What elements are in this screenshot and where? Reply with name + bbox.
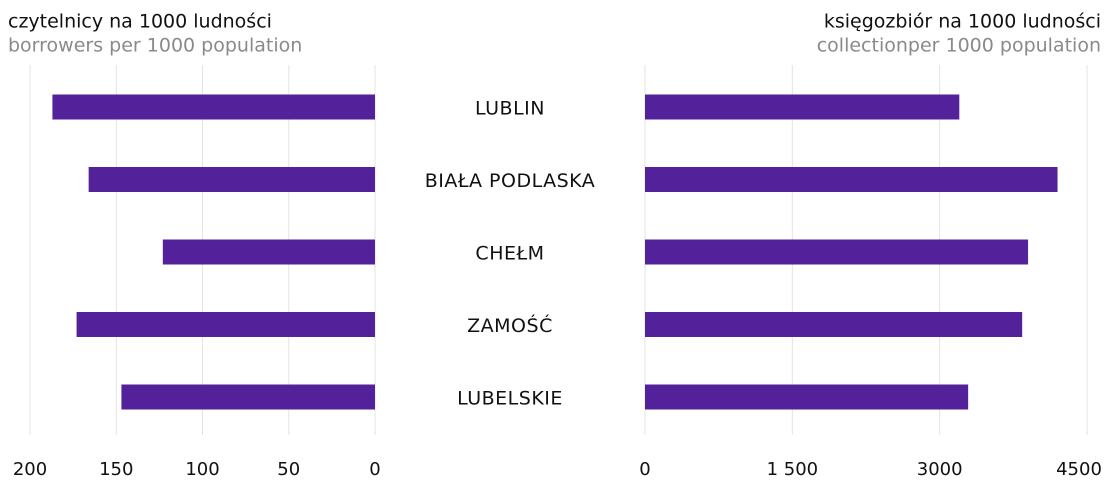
x-tick-label: 3000 [917,459,963,480]
x-tick-label: 0 [369,459,380,480]
x-tick-label: 200 [13,459,47,480]
category-label: LUBELSKIE [457,388,563,410]
category-label: ZAMOŚĆ [467,313,553,337]
bar [162,239,375,265]
x-tick-label: 0 [639,459,650,480]
bar [88,167,376,192]
left-subtitle: borrowers per 1000 population [8,35,302,57]
x-tick-label: 4500 [1056,459,1102,480]
x-tick-label: 1 500 [767,459,819,480]
bar [645,167,1058,192]
bar [645,312,1023,337]
right-subtitle: collectionper 1000 population [817,35,1101,57]
category-label: CHEŁM [475,243,544,265]
category-label: LUBLIN [475,98,545,120]
bar [52,94,376,120]
x-tick-label: 150 [99,459,133,480]
bar [76,312,375,337]
bar [645,94,960,120]
x-tick-label: 100 [185,459,219,480]
category-label: BIAŁA PODLASKA [425,170,596,192]
bar [645,384,969,410]
left-title: czytelnicy na 1000 ludności [8,11,272,33]
x-tick-label: 50 [277,459,300,480]
bar [121,384,375,410]
right-title: księgozbiór na 1000 ludności [824,11,1101,33]
bar [645,239,1029,265]
